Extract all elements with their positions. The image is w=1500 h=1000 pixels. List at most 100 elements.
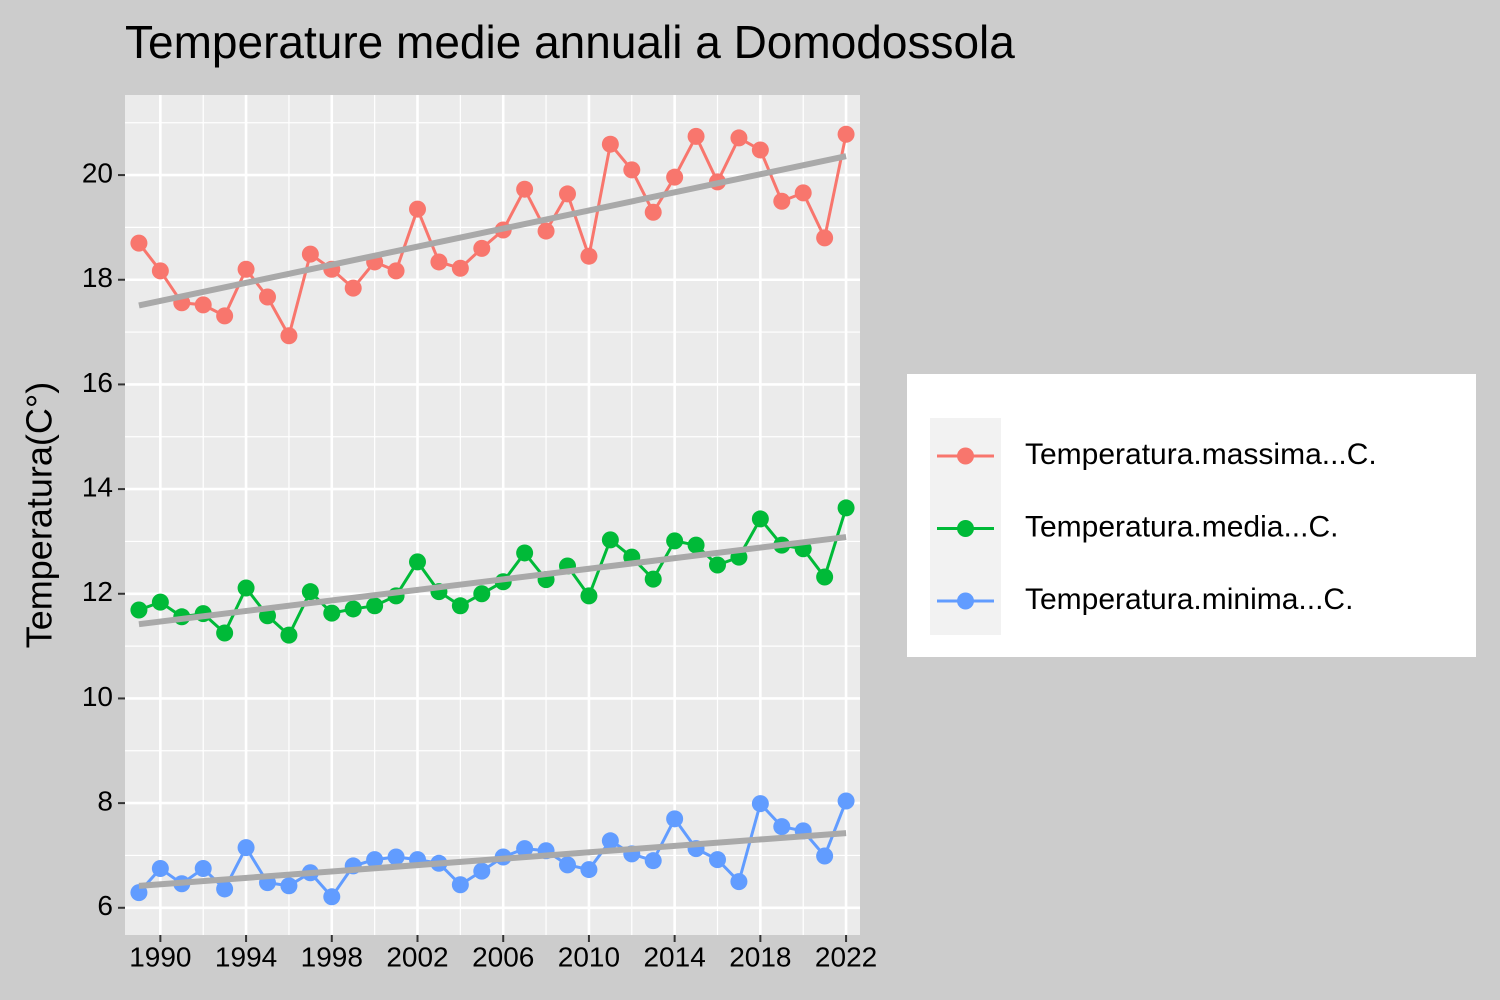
point (473, 239, 491, 257)
y-tick-label: 20 (82, 157, 113, 188)
point (580, 587, 598, 605)
point (151, 262, 169, 280)
x-tick-label: 1998 (301, 941, 363, 972)
point (323, 888, 341, 906)
point (280, 626, 298, 644)
point (751, 795, 769, 813)
x-tick-label: 2006 (472, 941, 534, 972)
point (344, 600, 362, 618)
point (730, 129, 748, 147)
point (644, 852, 662, 870)
x-tick-label: 2022 (815, 941, 877, 972)
point (473, 585, 491, 603)
point (559, 185, 576, 203)
point (516, 840, 534, 858)
point (409, 553, 426, 571)
y-tick-label: 12 (82, 576, 113, 607)
point (387, 848, 405, 866)
point (194, 860, 212, 878)
point (837, 792, 855, 810)
y-tick-label: 18 (82, 262, 113, 293)
point (816, 847, 834, 865)
point (666, 810, 684, 828)
trend-line (138, 153, 847, 309)
point (644, 203, 662, 221)
trend-line (138, 534, 847, 628)
point (387, 262, 405, 280)
point (816, 568, 834, 586)
point (516, 544, 534, 562)
y-tick-label: 10 (82, 681, 113, 712)
point (580, 861, 598, 879)
point (687, 536, 705, 554)
point (237, 579, 255, 597)
legend-label: Temperatura.minima...C. (1025, 583, 1353, 616)
y-tick-label: 8 (97, 786, 113, 817)
point (366, 851, 384, 869)
point (323, 604, 341, 622)
point (130, 234, 148, 252)
legend-key-point (957, 447, 974, 465)
point (794, 184, 812, 202)
point (280, 327, 298, 345)
point (430, 253, 448, 271)
point (216, 307, 234, 325)
x-tick-label: 2002 (386, 941, 448, 972)
point (151, 860, 169, 878)
point (259, 288, 276, 306)
point (451, 259, 469, 277)
point (216, 880, 234, 898)
legend-label: Temperatura.massima...C. (1025, 438, 1377, 471)
trend-line (138, 830, 847, 889)
point (580, 247, 598, 265)
point (644, 570, 662, 588)
point (473, 862, 491, 880)
point (559, 856, 576, 874)
point (601, 135, 619, 153)
x-tick-label: 2014 (643, 941, 705, 972)
point (773, 818, 791, 836)
point (751, 510, 769, 528)
x-tick-label: 1990 (129, 941, 191, 972)
point (816, 229, 834, 247)
x-tick-label: 1994 (215, 941, 277, 972)
point (237, 260, 255, 278)
y-tick-label: 14 (82, 471, 113, 502)
point (301, 583, 319, 601)
y-axis-title: Temperatura(C°) (19, 382, 60, 648)
plot-panel (125, 95, 860, 935)
point (666, 532, 684, 550)
y-tick-label: 16 (82, 367, 113, 398)
legend-key-point (957, 520, 974, 537)
point (130, 601, 148, 619)
point (366, 597, 384, 615)
point (194, 296, 212, 314)
point (151, 593, 169, 611)
point (280, 877, 298, 895)
point (451, 876, 469, 894)
point (837, 499, 855, 517)
point (773, 192, 791, 210)
point (409, 200, 426, 218)
legend-label: Temperatura.media...C. (1025, 510, 1338, 543)
series-line (137, 800, 848, 900)
point (237, 839, 255, 857)
x-tick-label: 2010 (558, 941, 620, 972)
point (344, 279, 362, 297)
legend-key-point (957, 592, 974, 610)
point (687, 127, 705, 145)
point (601, 531, 619, 549)
y-tick-label: 6 (97, 890, 113, 921)
point (451, 597, 469, 615)
x-tick-label: 2018 (729, 941, 791, 972)
point (301, 245, 319, 263)
point (216, 624, 234, 642)
point (837, 125, 855, 143)
point (730, 873, 748, 891)
point (601, 832, 619, 850)
point (666, 168, 684, 186)
point (537, 222, 555, 240)
point (623, 161, 641, 179)
legend (907, 374, 1476, 657)
